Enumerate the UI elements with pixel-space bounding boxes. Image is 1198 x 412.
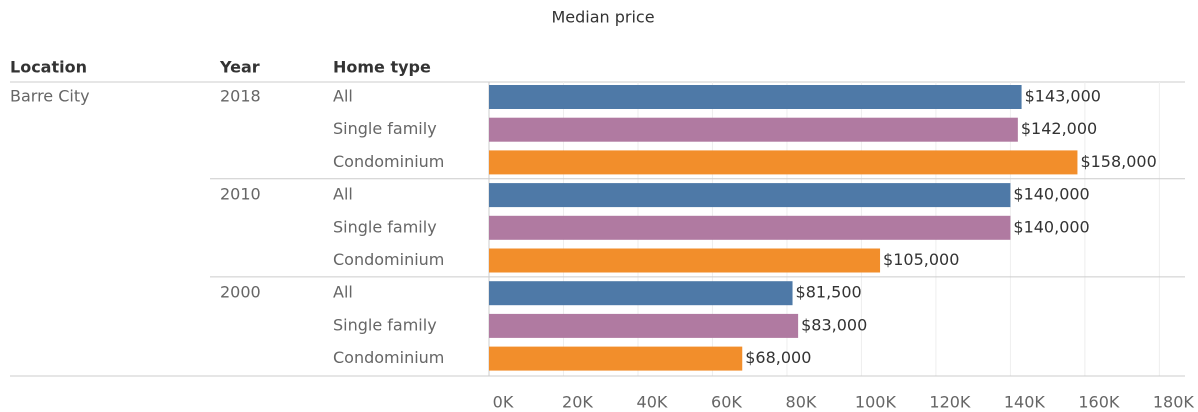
x-tick-label: 160K — [1078, 393, 1120, 412]
x-tick-label: 60K — [711, 393, 742, 412]
bar — [489, 85, 1022, 109]
bar — [489, 248, 881, 273]
bar — [489, 313, 799, 338]
year-label: 2018 — [220, 87, 261, 106]
column-header: Location — [10, 58, 87, 77]
category-label: Condominium — [333, 250, 444, 269]
location-label: Barre City — [10, 87, 90, 106]
value-label: $143,000 — [1025, 87, 1101, 106]
bar — [489, 215, 1011, 240]
x-tick-label: 0K — [493, 393, 514, 412]
value-label: $140,000 — [1013, 217, 1089, 236]
category-label: All — [333, 283, 353, 302]
bar — [489, 281, 793, 306]
category-label: Single family — [333, 217, 437, 236]
value-label: $83,000 — [801, 315, 867, 334]
x-tick-label: 20K — [562, 393, 593, 412]
x-tick-label: 180K — [1153, 393, 1195, 412]
category-label: Single family — [333, 119, 437, 138]
x-tick-label: 120K — [929, 393, 971, 412]
x-tick-label: 40K — [637, 393, 668, 412]
year-label: 2010 — [220, 185, 261, 204]
x-tick-label: 80K — [786, 393, 817, 412]
category-label: Condominium — [333, 152, 444, 171]
chart-title: Median price — [551, 8, 654, 27]
value-label: $105,000 — [883, 250, 959, 269]
bar — [489, 346, 743, 371]
value-label: $140,000 — [1013, 185, 1089, 204]
x-tick-label: 140K — [1004, 393, 1046, 412]
x-tick-label: 100K — [855, 393, 897, 412]
category-label: Single family — [333, 315, 437, 334]
value-label: $81,500 — [796, 283, 862, 302]
category-label: All — [333, 87, 353, 106]
column-header: Home type — [333, 58, 431, 77]
bar — [489, 150, 1078, 175]
value-label: $68,000 — [745, 348, 811, 367]
bar — [489, 183, 1011, 208]
value-label: $158,000 — [1080, 152, 1156, 171]
year-label: 2000 — [220, 283, 261, 302]
bar — [489, 117, 1018, 142]
value-label: $142,000 — [1021, 119, 1097, 138]
column-header: Year — [219, 58, 260, 77]
category-label: All — [333, 185, 353, 204]
category-label: Condominium — [333, 348, 444, 367]
